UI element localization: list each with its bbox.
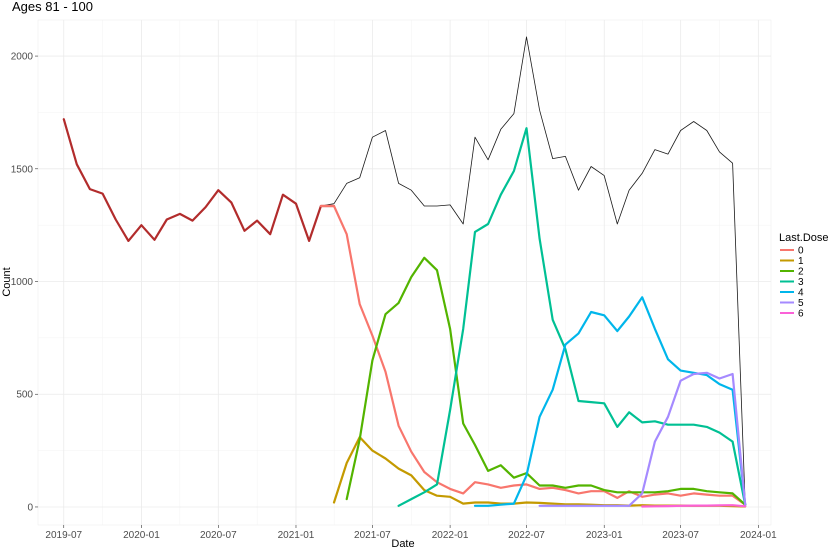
- x-axis-title: Date: [391, 538, 414, 550]
- legend-title: Last.Dose: [779, 232, 829, 244]
- series-line-5: [538, 371, 747, 507]
- series-line-0: [319, 204, 747, 506]
- series-lines: [62, 36, 747, 508]
- chart-title: Ages 81 - 100: [12, 0, 93, 14]
- legend-label-1: 1: [798, 256, 804, 267]
- x-tick-label: 2023-01: [586, 530, 623, 541]
- series-line-2: [345, 256, 747, 506]
- legend-label-6: 6: [798, 309, 804, 320]
- series-line-6: [641, 504, 747, 508]
- x-tick-label: 2022-01: [432, 530, 469, 541]
- legend-label-4: 4: [798, 288, 804, 299]
- y-tick-label: 2000: [11, 52, 34, 63]
- grid-lines: [37, 19, 772, 526]
- x-tick-label: 2022-07: [508, 530, 545, 541]
- legend-label-0: 0: [798, 246, 804, 257]
- y-axis-title: Count: [1, 267, 13, 296]
- x-tick-label: 2019-07: [45, 530, 82, 541]
- series-line-total: [320, 36, 746, 506]
- x-tick-label: 2024-01: [740, 530, 777, 541]
- y-tick-label: 500: [16, 390, 33, 401]
- x-tick-label: 2020-01: [123, 530, 160, 541]
- series-line-pre: [62, 118, 336, 242]
- legend-label-5: 5: [798, 298, 804, 309]
- plot-panel: [37, 19, 772, 526]
- x-tick-label: 2023-07: [662, 530, 699, 541]
- x-tick-label: 2021-07: [354, 530, 391, 541]
- legend-label-3: 3: [798, 277, 804, 288]
- x-tick-label: 2020-07: [200, 530, 237, 541]
- y-tick-label: 1500: [11, 164, 34, 175]
- series-line-3: [397, 127, 747, 507]
- x-tick-label: 2021-01: [278, 530, 315, 541]
- x-axis-ticks: 2019-07 2020-01 2020-07 2021-01 2021-07 2022-…: [45, 525, 777, 541]
- y-tick-label: 0: [27, 502, 33, 513]
- y-axis-ticks: 0 500 1000 1500 2000: [11, 52, 38, 513]
- y-tick-label: 1000: [11, 277, 34, 288]
- legend-label-2: 2: [798, 267, 804, 278]
